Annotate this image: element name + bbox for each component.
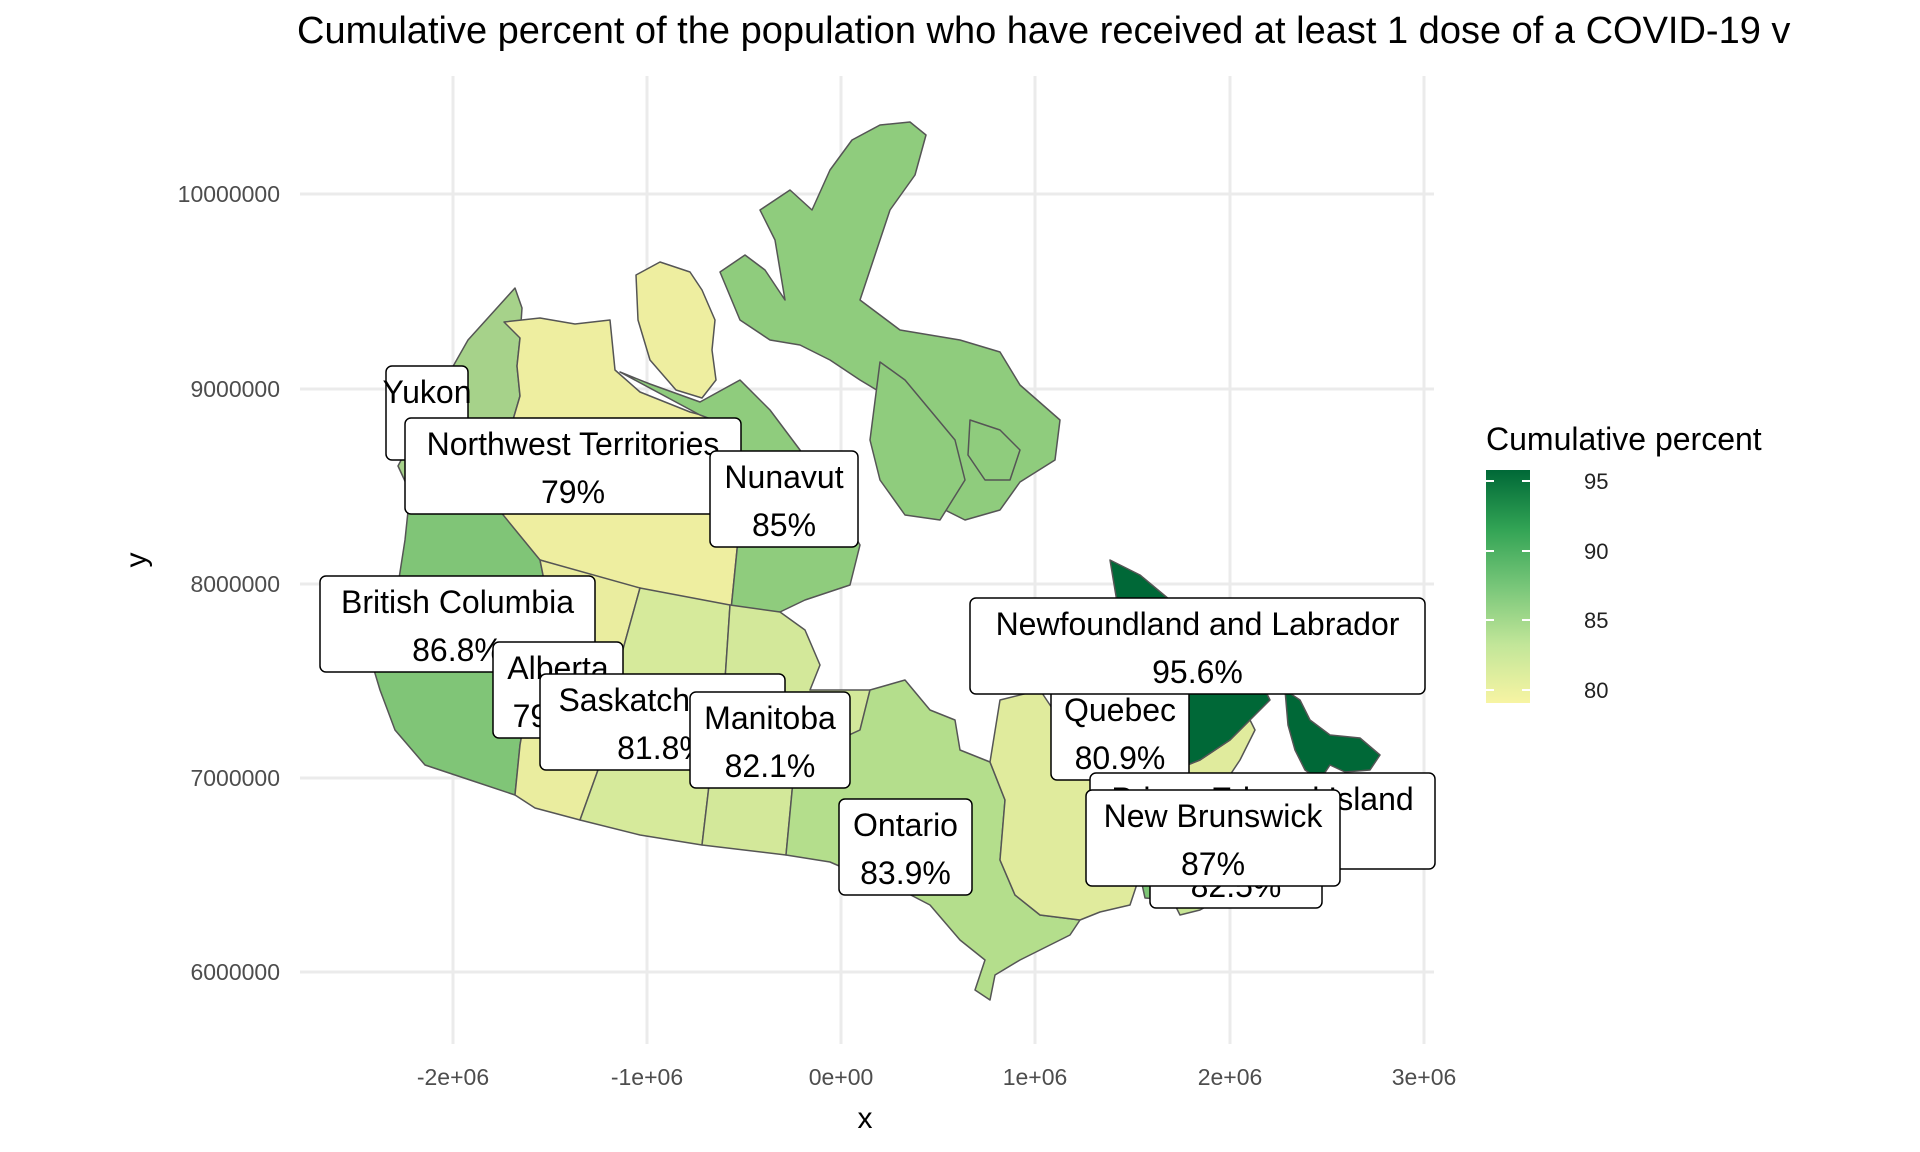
region-name-label: Ontario [853, 807, 958, 843]
legend-tick-label: 80 [1584, 678, 1608, 703]
region-newfoundland [1284, 689, 1381, 781]
label-ontario: Ontario 83.9% [838, 798, 973, 896]
label-box [838, 798, 973, 896]
region-name-label: Nunavut [724, 459, 843, 495]
region-nunavut-south-island [967, 419, 1021, 481]
x-tick: 2e+06 [1198, 1064, 1263, 1090]
y-tick: 10000000 [178, 181, 280, 207]
label-newfoundland-and-labrador: Newfoundland and Labrador 95.6% [969, 597, 1426, 695]
x-tick: -1e+06 [611, 1064, 683, 1090]
label-quebec: Quebec 80.9% [1050, 683, 1190, 781]
region-name-label: Manitoba [704, 700, 836, 736]
y-axis-title: y [120, 553, 153, 568]
x-tick: -2e+06 [417, 1064, 489, 1090]
label-new-brunswick: New Brunswick 87% [1085, 789, 1341, 887]
x-tick: 3e+06 [1392, 1064, 1457, 1090]
x-axis-ticks: -2e+06 -1e+06 0e+00 1e+06 2e+06 3e+06 [417, 1064, 1456, 1090]
y-tick: 6000000 [190, 959, 280, 985]
label-box [969, 597, 1426, 695]
y-tick: 8000000 [190, 571, 280, 597]
region-value-label: 86.8% [412, 632, 503, 668]
legend-tick-label: 95 [1584, 469, 1608, 494]
x-tick: 1e+06 [1003, 1064, 1068, 1090]
region-value-label: 79% [541, 474, 605, 510]
region-value-label: 95.6% [1152, 654, 1243, 690]
legend-tick-label: 90 [1584, 539, 1608, 564]
region-value-label: 82.1% [725, 748, 816, 784]
region-nwt-island [635, 261, 717, 399]
label-manitoba: Manitoba 82.1% [689, 691, 851, 789]
x-tick: 0e+00 [809, 1064, 874, 1090]
legend-colorbar [1486, 470, 1530, 703]
region-name-label: Newfoundland and Labrador [996, 606, 1400, 642]
region-value-label: 87% [1181, 846, 1245, 882]
region-name-label: Northwest Territories [427, 426, 720, 462]
y-tick: 7000000 [190, 765, 280, 791]
label-northwest-territories: Northwest Territories 79% [404, 417, 742, 515]
legend-ticks [1486, 480, 1530, 691]
region-name-label: British Columbia [341, 584, 574, 620]
map-title: Cumulative percent of the population who… [297, 10, 1791, 52]
y-tick: 9000000 [190, 376, 280, 402]
legend-tick-labels: 95 90 85 80 [1584, 469, 1608, 703]
label-box [689, 691, 851, 789]
y-axis-ticks: 6000000 7000000 8000000 9000000 10000000 [178, 181, 280, 985]
region-name-label: New Brunswick [1104, 798, 1324, 834]
x-axis-title: x [858, 1102, 873, 1135]
label-box [709, 450, 859, 548]
region-value-label: 85% [752, 507, 816, 543]
legend-title: Cumulative percent [1486, 421, 1762, 457]
region-name-label: Quebec [1064, 692, 1176, 728]
label-nunavut: Nunavut 85% [709, 450, 859, 548]
legend-tick-label: 85 [1584, 608, 1608, 633]
region-value-label: 83.9% [860, 855, 951, 891]
region-value-label: 80.9% [1075, 740, 1166, 776]
label-box [1085, 789, 1341, 887]
region-nunavut-baffin [869, 361, 966, 521]
region-name-label: Yukon [383, 374, 472, 410]
